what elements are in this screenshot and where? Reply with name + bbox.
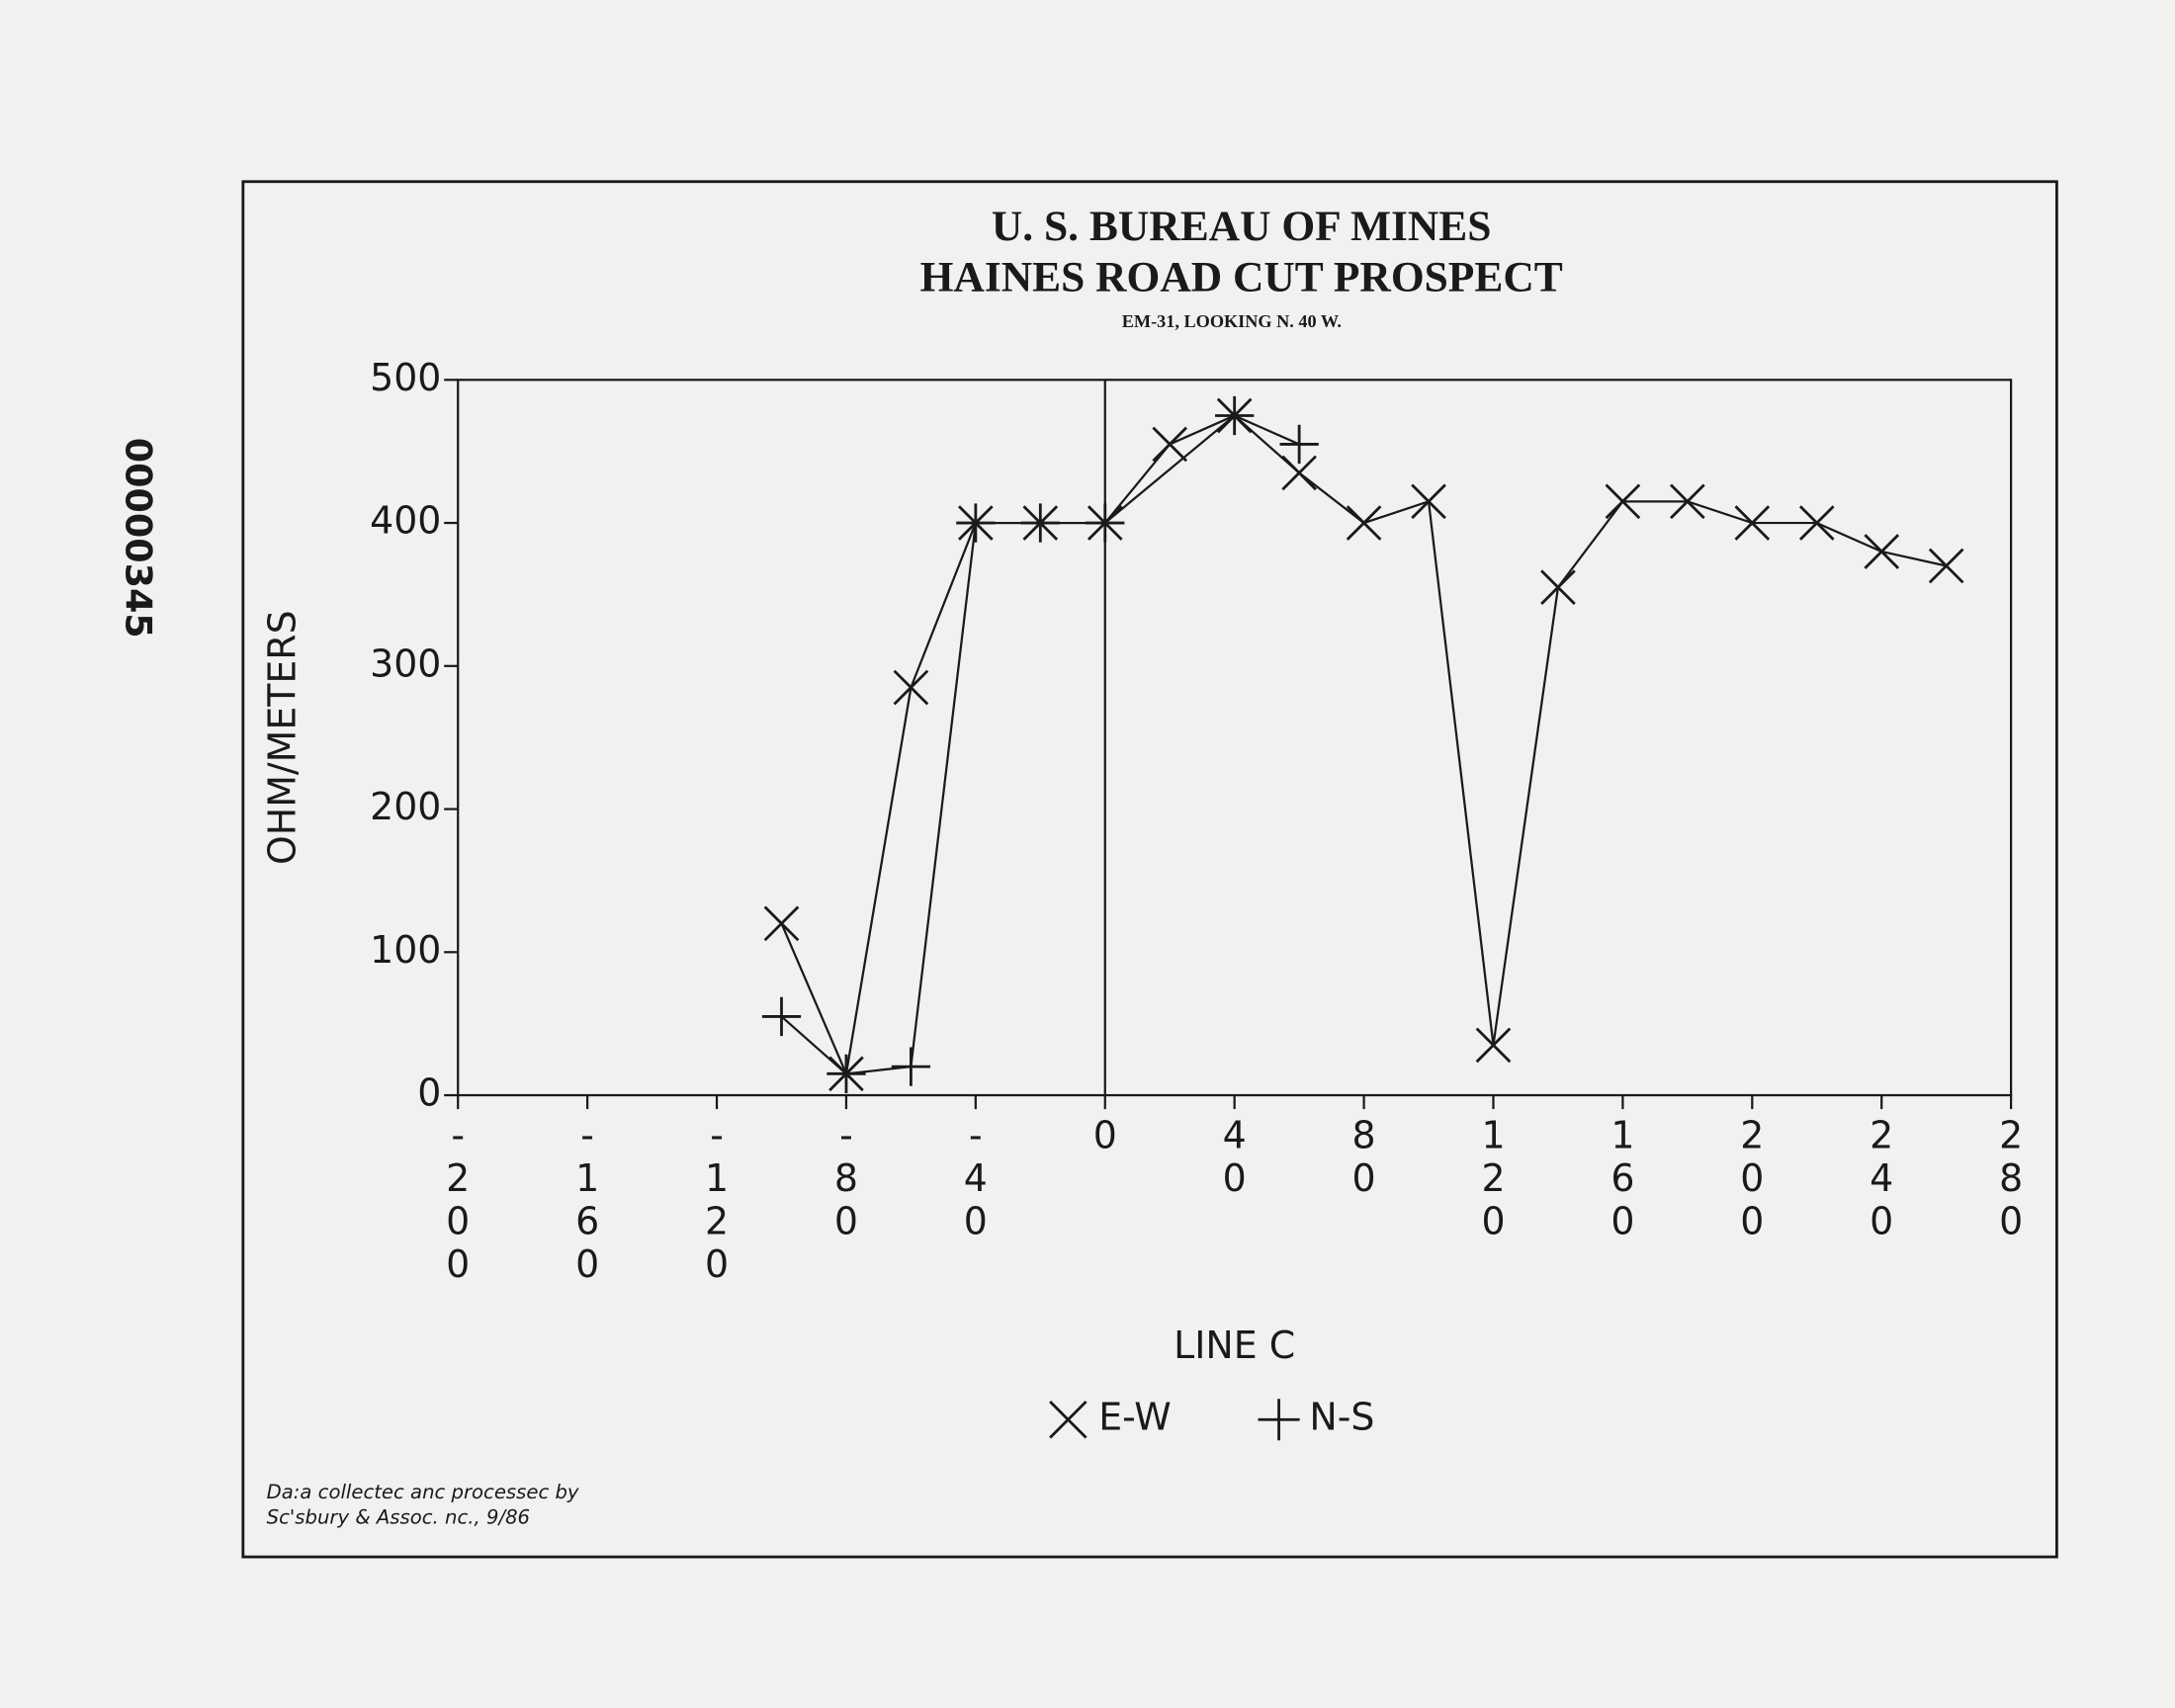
- chart-title: U. S. BUREAU OF MINES: [992, 203, 1492, 250]
- legend-label: N-S: [1309, 1396, 1374, 1439]
- x-tick-label: -1 2 0: [705, 1113, 729, 1285]
- data-point: [893, 669, 929, 706]
- y-tick-label: 500: [370, 356, 441, 399]
- data-point: [1281, 455, 1317, 491]
- data-point: [1734, 505, 1771, 541]
- x-tick-label: 0: [1093, 1113, 1117, 1156]
- data-point: [1020, 503, 1060, 543]
- data-point: [1346, 505, 1382, 541]
- figure-frame: [241, 180, 2058, 1559]
- legend-marker: [1258, 1399, 1300, 1441]
- data-point: [1864, 534, 1900, 569]
- data-point: [956, 503, 996, 543]
- data-point: [1928, 548, 1964, 584]
- data-point: [1540, 569, 1576, 606]
- data-point: [763, 905, 800, 942]
- y-axis-label: OHM/METERS: [260, 610, 304, 865]
- data-point: [1670, 483, 1705, 520]
- data-point: [826, 1054, 866, 1093]
- x-axis-label: LINE C: [1174, 1324, 1295, 1367]
- y-tick-label: 0: [417, 1071, 441, 1115]
- legend-label: E-W: [1098, 1396, 1171, 1439]
- data-point: [1798, 505, 1835, 541]
- data-point: [1279, 424, 1319, 465]
- y-tick-label: 400: [370, 499, 441, 543]
- data-point: [1411, 483, 1446, 520]
- data-point: [1605, 483, 1641, 520]
- y-tick-label: 200: [370, 785, 441, 828]
- data-point: [1215, 395, 1255, 436]
- legend-marker: [1049, 1401, 1088, 1439]
- chart-subtitle: HAINES ROAD CUT PROSPECT: [920, 254, 1563, 301]
- footnote: Sc'sbury & Assoc. nc., 9/86: [267, 1505, 530, 1528]
- chart-caption: EM-31, LOOKING N. 40 W.: [1122, 311, 1342, 331]
- x-tick-label: -4 0: [964, 1113, 988, 1242]
- data-point: [891, 1047, 931, 1086]
- data-point: [1475, 1027, 1512, 1064]
- page-stamp: 00000345: [117, 438, 159, 639]
- y-tick-label: 300: [370, 641, 441, 685]
- x-tick-label: -1 6 0: [575, 1113, 599, 1285]
- y-tick-label: 100: [370, 928, 441, 972]
- footnote: Da:a collectec anc processec by: [267, 1481, 579, 1503]
- data-point: [1152, 426, 1188, 463]
- x-tick-label: -2 0 0: [446, 1113, 470, 1285]
- data-point: [761, 996, 802, 1037]
- data-point: [1086, 503, 1125, 543]
- x-tick-label: -8 0: [834, 1113, 858, 1242]
